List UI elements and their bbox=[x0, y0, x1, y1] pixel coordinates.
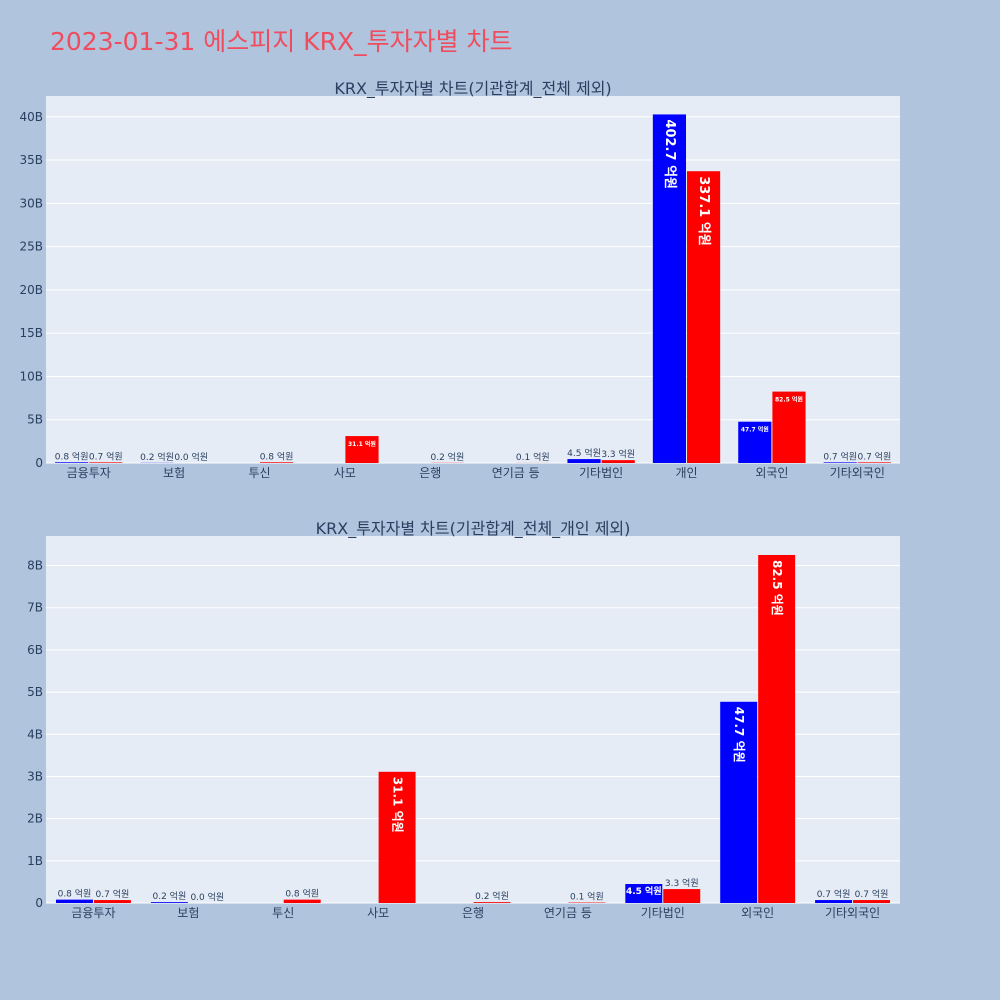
y-tick-label: 4B bbox=[27, 727, 43, 741]
data-label: 0.2 억원 bbox=[431, 451, 465, 463]
bar bbox=[815, 900, 853, 903]
data-label: 0.8 억원 bbox=[55, 450, 89, 462]
y-tick-label: 2B bbox=[27, 812, 43, 826]
x-tick-label: 금융투자 bbox=[71, 906, 115, 920]
data-label: 82.5 억원 bbox=[775, 396, 803, 404]
data-label: 47.7 억원 bbox=[732, 707, 746, 763]
data-label: 337.1 억원 bbox=[696, 176, 711, 246]
y-tick-label: 5B bbox=[27, 685, 43, 699]
plot-area-2 bbox=[46, 536, 900, 903]
data-label: 0.1 억원 bbox=[570, 891, 604, 903]
data-label: 0.2 억원 bbox=[475, 890, 509, 902]
bar bbox=[823, 462, 857, 463]
chart-title-1: KRX_투자자별 차트(기관합계_전체 제외) bbox=[334, 79, 611, 99]
y-tick-label: 35B bbox=[19, 153, 43, 167]
bar bbox=[601, 460, 635, 463]
bar bbox=[283, 899, 321, 903]
data-label: 0.0 억원 bbox=[174, 451, 208, 463]
data-label: 0.7 억원 bbox=[817, 888, 851, 900]
x-tick-label: 기타외국인 bbox=[825, 906, 880, 920]
bar bbox=[345, 436, 379, 463]
bar bbox=[378, 771, 416, 903]
data-label: 0.0 억원 bbox=[190, 891, 224, 903]
y-tick-label: 0 bbox=[35, 456, 43, 470]
x-tick-label: 외국인 bbox=[741, 906, 774, 920]
y-tick-label: 7B bbox=[27, 601, 43, 615]
y-tick-label: 10B bbox=[19, 369, 43, 383]
x-tick-label: 기타외국인 bbox=[830, 466, 885, 480]
data-label: 47.7 억원 bbox=[741, 426, 769, 434]
data-label: 0.8 억원 bbox=[285, 888, 319, 900]
data-label: 4.5 억원 bbox=[567, 447, 601, 459]
y-tick-label: 15B bbox=[19, 326, 43, 340]
bar bbox=[687, 171, 721, 463]
bar bbox=[150, 902, 188, 903]
x-tick-label: 투신 bbox=[272, 906, 294, 920]
bar bbox=[772, 391, 806, 463]
data-label: 0.7 억원 bbox=[89, 450, 123, 462]
data-label: 0.8 억원 bbox=[260, 450, 294, 462]
chart-title-2: KRX_투자자별 차트(기관합계_전체_개인 제외) bbox=[316, 519, 631, 539]
y-tick-label: 20B bbox=[19, 283, 43, 297]
y-tick-label: 30B bbox=[19, 196, 43, 210]
data-label: 31.1 억원 bbox=[348, 440, 376, 448]
data-label: 3.3 억원 bbox=[601, 448, 635, 460]
x-tick-label: 은행 bbox=[419, 465, 441, 480]
x-tick-label: 연기금 등 bbox=[544, 906, 592, 920]
x-tick-label: 보험 bbox=[177, 906, 199, 920]
x-tick-label: 은행 bbox=[462, 905, 484, 920]
bar bbox=[625, 884, 663, 903]
data-label: 0.2 억원 bbox=[140, 451, 174, 463]
y-tick-label: 0 bbox=[35, 896, 43, 910]
bar bbox=[55, 462, 89, 463]
data-label: 0.8 억원 bbox=[58, 888, 92, 900]
x-tick-label: 연기금 등 bbox=[492, 466, 540, 480]
bar bbox=[260, 462, 294, 463]
x-tick-label: 기타법인 bbox=[641, 906, 685, 920]
y-tick-label: 6B bbox=[27, 643, 43, 657]
bar bbox=[853, 900, 891, 903]
data-label: 0.7 억원 bbox=[858, 450, 892, 462]
bar bbox=[652, 114, 686, 463]
x-tick-label: 외국인 bbox=[755, 466, 788, 480]
y-tick-label: 1B bbox=[27, 854, 43, 868]
x-tick-label: 개인 bbox=[675, 466, 697, 480]
bar bbox=[89, 462, 123, 463]
data-label: 31.1 억원 bbox=[391, 777, 405, 833]
x-tick-label: 투신 bbox=[248, 466, 270, 480]
data-label: 402.7 억원 bbox=[662, 119, 677, 189]
y-tick-label: 40B bbox=[19, 110, 43, 124]
plot-area-1 bbox=[46, 96, 900, 463]
bar bbox=[473, 902, 511, 903]
y-tick-label: 25B bbox=[19, 240, 43, 254]
bar bbox=[720, 701, 758, 903]
bar bbox=[758, 554, 796, 903]
x-tick-label: 보험 bbox=[163, 466, 185, 480]
bar bbox=[567, 459, 601, 463]
y-tick-label: 8B bbox=[27, 559, 43, 573]
data-label: 0.7 억원 bbox=[823, 450, 857, 462]
data-label: 0.7 억원 bbox=[96, 888, 130, 900]
data-label: 82.5 억원 bbox=[770, 560, 784, 616]
bar bbox=[857, 462, 891, 463]
y-tick-label: 5B bbox=[27, 413, 43, 427]
y-tick-label: 3B bbox=[27, 769, 43, 783]
x-tick-label: 사모 bbox=[334, 466, 356, 480]
bar bbox=[55, 899, 93, 903]
data-label: 3.3 억원 bbox=[665, 877, 699, 889]
data-label: 0.1 억원 bbox=[516, 451, 550, 463]
bar bbox=[663, 889, 701, 903]
data-label: 4.5 억원 bbox=[626, 885, 662, 897]
bar bbox=[738, 421, 772, 463]
x-tick-label: 사모 bbox=[367, 906, 389, 920]
page-title: 2023-01-31 에스피지 KRX_투자자별 차트 bbox=[50, 27, 513, 56]
x-tick-label: 금융투자 bbox=[67, 466, 111, 480]
data-label: 0.2 억원 bbox=[152, 890, 186, 902]
x-tick-label: 기타법인 bbox=[579, 466, 623, 480]
bar bbox=[93, 900, 131, 903]
data-label: 0.7 억원 bbox=[855, 888, 889, 900]
